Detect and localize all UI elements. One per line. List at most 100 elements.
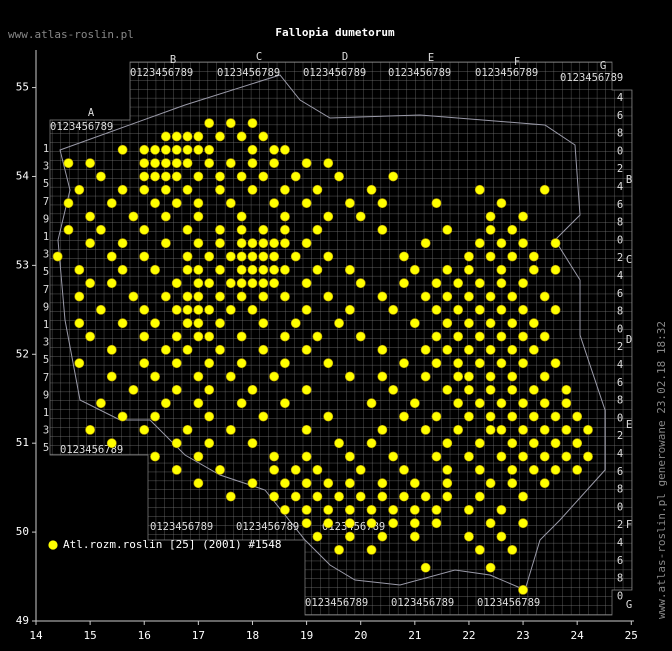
record-dot <box>301 158 312 169</box>
record-dot <box>258 318 269 329</box>
grid-row-digit: 3 <box>43 161 49 173</box>
x-tick-label: 25 <box>625 629 638 642</box>
y-tick-label: 52 <box>16 347 29 360</box>
record-dot <box>63 158 74 169</box>
record-dot <box>420 238 431 249</box>
record-dot <box>388 504 399 515</box>
record-dot <box>269 451 280 462</box>
record-dot <box>225 304 236 315</box>
record-dot <box>215 171 225 182</box>
y-tick-label: 54 <box>16 169 30 182</box>
record-dot <box>280 504 290 515</box>
record-dot <box>204 118 215 129</box>
record-dot <box>344 451 355 462</box>
record-dot <box>106 371 117 382</box>
record-dot <box>247 238 258 249</box>
record-dot <box>139 424 150 435</box>
record-dot <box>269 144 280 155</box>
grid-row-digit: 6 <box>617 110 623 122</box>
record-dot <box>204 411 215 422</box>
record-dot <box>518 211 528 222</box>
record-dot <box>496 398 507 409</box>
record-dot <box>74 291 85 302</box>
record-dot <box>247 304 258 315</box>
record-dot <box>301 278 312 289</box>
record-dot <box>150 451 160 462</box>
record-dot <box>323 211 334 222</box>
record-dot <box>139 358 150 369</box>
record-dot <box>63 224 74 235</box>
record-dot <box>474 358 485 369</box>
record-dot <box>193 131 204 142</box>
record-dot <box>106 278 117 289</box>
record-dot <box>377 224 388 235</box>
record-dot <box>215 464 225 475</box>
record-dot <box>550 438 561 449</box>
record-dot <box>160 158 171 169</box>
record-dot <box>204 358 215 369</box>
grid-row-letter: C <box>626 254 632 266</box>
record-dot <box>106 344 117 355</box>
record-dot <box>474 304 485 315</box>
record-dot <box>442 318 453 329</box>
record-dot <box>193 318 204 329</box>
record-dot <box>377 344 388 355</box>
record-dot <box>301 384 312 395</box>
record-dot <box>182 318 193 329</box>
grid-column-letter: F <box>514 56 520 68</box>
record-dot <box>258 131 269 142</box>
record-dot <box>518 278 528 289</box>
x-tick-label: 18 <box>246 629 259 642</box>
record-dot <box>150 144 160 155</box>
record-dot <box>431 518 442 529</box>
record-dot <box>139 158 150 169</box>
grid-row-digit: 4 <box>617 92 623 104</box>
record-dot <box>236 251 247 262</box>
record-dot <box>290 251 301 262</box>
record-dot <box>442 491 453 502</box>
record-dot <box>431 331 442 342</box>
record-dot <box>128 384 139 395</box>
grid-row-digit: 7 <box>43 284 49 296</box>
record-dot <box>171 358 182 369</box>
record-dot <box>388 451 399 462</box>
record-dot <box>171 304 182 315</box>
record-dot <box>182 264 193 275</box>
record-dot <box>334 171 344 182</box>
record-dot <box>193 371 204 382</box>
record-dot <box>236 171 247 182</box>
record-dot <box>193 398 204 409</box>
record-dot <box>160 131 171 142</box>
record-dot <box>247 478 258 489</box>
record-dot <box>496 264 507 275</box>
record-dot <box>409 518 420 529</box>
record-dot <box>269 264 280 275</box>
record-dot <box>474 331 485 342</box>
grid-row-digit: 8 <box>617 395 623 407</box>
record-dot <box>171 384 182 395</box>
grid-row-digit: 6 <box>617 377 623 389</box>
record-dot <box>280 264 290 275</box>
record-dot <box>258 344 269 355</box>
record-dot <box>74 264 85 275</box>
grid-column-letter: E <box>428 52 434 64</box>
record-dot <box>377 371 388 382</box>
record-dot <box>355 464 366 475</box>
record-dot <box>409 264 420 275</box>
record-dot <box>117 264 128 275</box>
record-dot <box>420 291 431 302</box>
record-dot <box>507 371 518 382</box>
y-tick-label: 53 <box>16 258 29 271</box>
record-dot <box>572 438 583 449</box>
record-dot <box>160 171 171 182</box>
record-dot <box>312 531 323 542</box>
record-dot <box>355 491 366 502</box>
record-dot <box>323 158 334 169</box>
record-dot <box>204 251 215 262</box>
record-dot <box>74 184 85 195</box>
grid-row-digit: 6 <box>617 199 623 211</box>
grid-row-digit: 9 <box>43 389 49 401</box>
grid-digits: 0123456789 <box>477 597 540 609</box>
record-dot <box>236 291 247 302</box>
record-dot <box>85 158 96 169</box>
